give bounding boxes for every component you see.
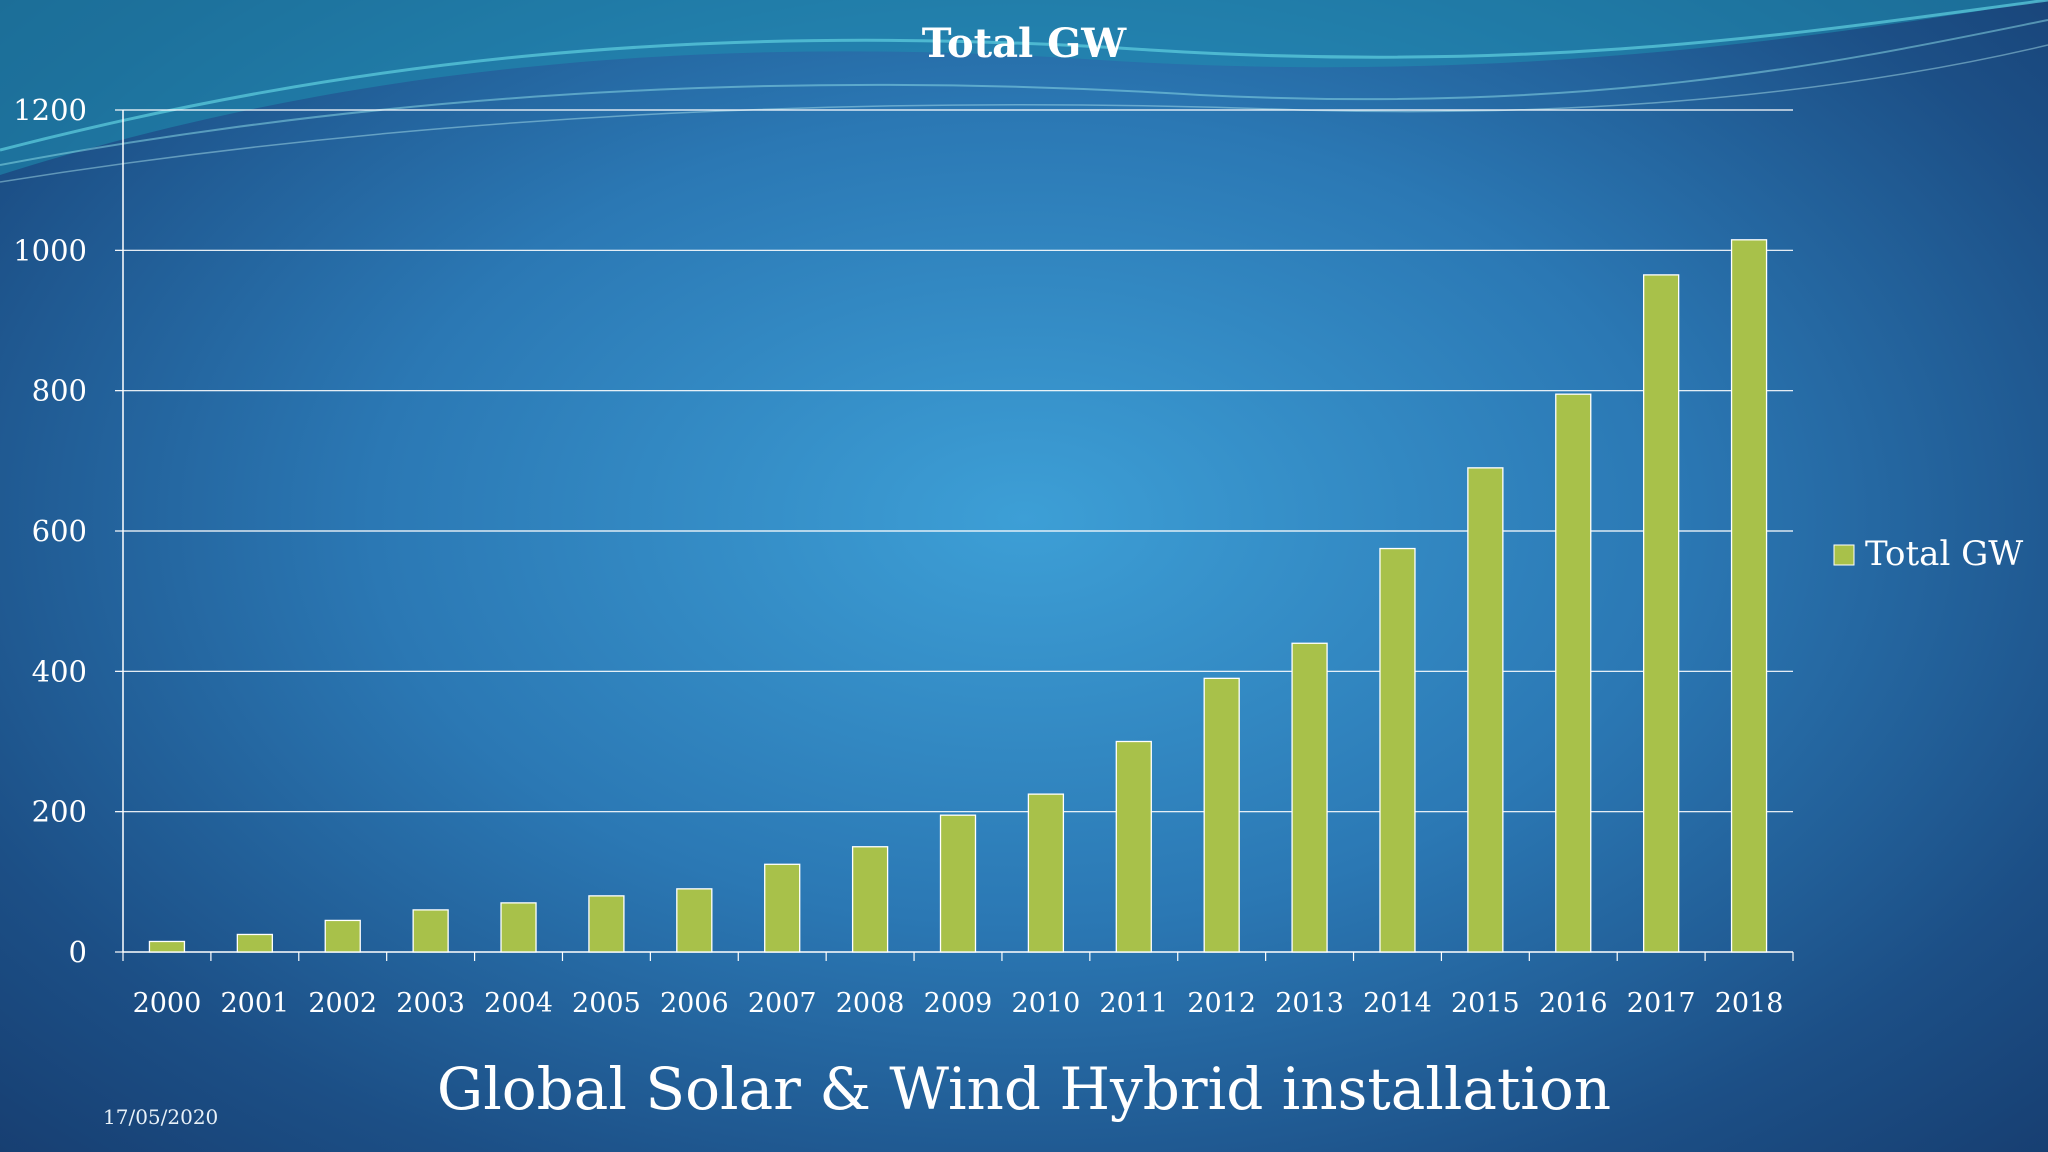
slide-title: Global Solar & Wind Hybrid installation: [436, 1055, 1612, 1123]
bar: [676, 888, 713, 953]
x-tick-label: 2007: [748, 988, 817, 1019]
bar: [412, 909, 449, 953]
bar: [1027, 793, 1065, 953]
bar: [588, 895, 625, 953]
bar: [1467, 467, 1504, 953]
bars: [148, 239, 1768, 953]
x-tick-label: 2000: [133, 988, 202, 1019]
legend: Total GW: [1833, 534, 2023, 574]
y-tick-label: 1000: [13, 233, 87, 267]
legend-label: Total GW: [1865, 534, 2023, 574]
y-tick-labels: 0 200 400 600 800 1000 1200: [13, 93, 87, 969]
x-tick-label: 2003: [396, 988, 465, 1019]
bar: [764, 863, 801, 953]
y-tick-label: 200: [32, 795, 87, 829]
x-tick-label: 2015: [1451, 988, 1520, 1019]
bar: [1643, 274, 1680, 953]
bar: [1115, 740, 1152, 953]
x-tick-label: 2001: [220, 988, 289, 1019]
x-tick-label: 2010: [1012, 988, 1081, 1019]
y-tick-label: 0: [69, 935, 87, 969]
x-tick-label: 2018: [1715, 988, 1784, 1019]
legend-swatch: [1833, 544, 1855, 566]
bar: [1203, 677, 1240, 953]
y-tick-label: 400: [32, 654, 87, 688]
y-tick-label: 600: [32, 514, 87, 548]
x-tick-label: 2008: [836, 988, 905, 1019]
bar: [1555, 393, 1592, 953]
x-tick-label: 2017: [1627, 988, 1696, 1019]
bar: [500, 902, 537, 953]
bar: [148, 940, 186, 953]
x-tick-label: 2014: [1363, 988, 1432, 1019]
bar: [324, 919, 361, 953]
bar: [236, 933, 273, 953]
bar: [1291, 642, 1328, 953]
bar: [851, 846, 889, 953]
chart-title: Total GW: [922, 20, 1128, 67]
bar: [1730, 239, 1768, 953]
x-tick-label: 2005: [572, 988, 641, 1019]
x-tick-label: 2016: [1539, 988, 1608, 1019]
gridlines: [115, 109, 1793, 953]
x-tick-label: 2009: [924, 988, 993, 1019]
x-tick-label: 2004: [484, 988, 553, 1019]
slide-date: 17/05/2020: [103, 1105, 219, 1129]
x-tick-label: 2012: [1187, 988, 1256, 1019]
y-tick-label: 800: [32, 374, 87, 408]
x-tick-label: 2006: [660, 988, 729, 1019]
x-tick-labels: 2000 2001 2002 2003 2004 2005 2006 2007 2008 2009…: [122, 952, 1794, 1019]
x-tick-label: 2011: [1099, 988, 1168, 1019]
y-tick-label: 1200: [13, 93, 87, 127]
bar: [1379, 547, 1416, 953]
x-tick-label: 2002: [308, 988, 377, 1019]
bar: [939, 814, 977, 953]
x-tick-label: 2013: [1275, 988, 1344, 1019]
